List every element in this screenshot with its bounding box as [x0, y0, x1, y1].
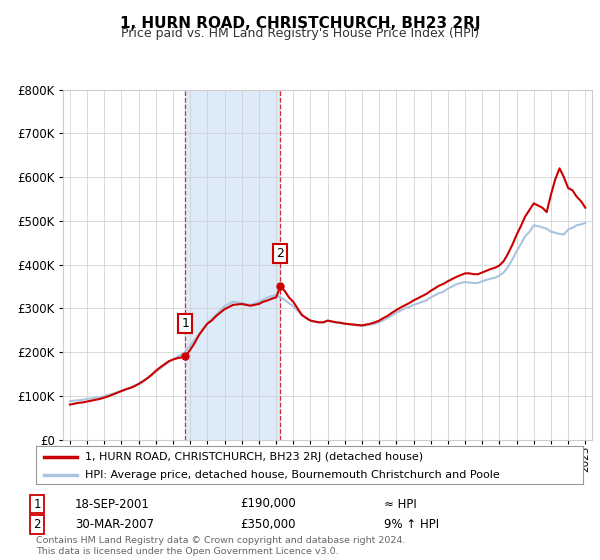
Bar: [185, 90, 280, 440]
Text: 2: 2: [277, 247, 284, 260]
Text: 9% ↑ HPI: 9% ↑ HPI: [384, 518, 439, 531]
Text: HPI: Average price, detached house, Bournemouth Christchurch and Poole: HPI: Average price, detached house, Bour…: [85, 470, 500, 480]
Text: 30-MAR-2007: 30-MAR-2007: [75, 518, 154, 531]
Text: 1: 1: [34, 497, 41, 511]
Text: £350,000: £350,000: [240, 518, 296, 531]
Text: 1, HURN ROAD, CHRISTCHURCH, BH23 2RJ (detached house): 1, HURN ROAD, CHRISTCHURCH, BH23 2RJ (de…: [85, 452, 424, 462]
Text: 18-SEP-2001: 18-SEP-2001: [75, 497, 150, 511]
Text: ≈ HPI: ≈ HPI: [384, 497, 417, 511]
Text: 2: 2: [34, 518, 41, 531]
Text: 1, HURN ROAD, CHRISTCHURCH, BH23 2RJ: 1, HURN ROAD, CHRISTCHURCH, BH23 2RJ: [120, 16, 480, 31]
Text: £190,000: £190,000: [240, 497, 296, 511]
Text: This data is licensed under the Open Government Licence v3.0.: This data is licensed under the Open Gov…: [36, 547, 338, 556]
Text: Contains HM Land Registry data © Crown copyright and database right 2024.: Contains HM Land Registry data © Crown c…: [36, 536, 406, 545]
Text: Price paid vs. HM Land Registry's House Price Index (HPI): Price paid vs. HM Land Registry's House …: [121, 27, 479, 40]
Text: 1: 1: [181, 317, 189, 330]
